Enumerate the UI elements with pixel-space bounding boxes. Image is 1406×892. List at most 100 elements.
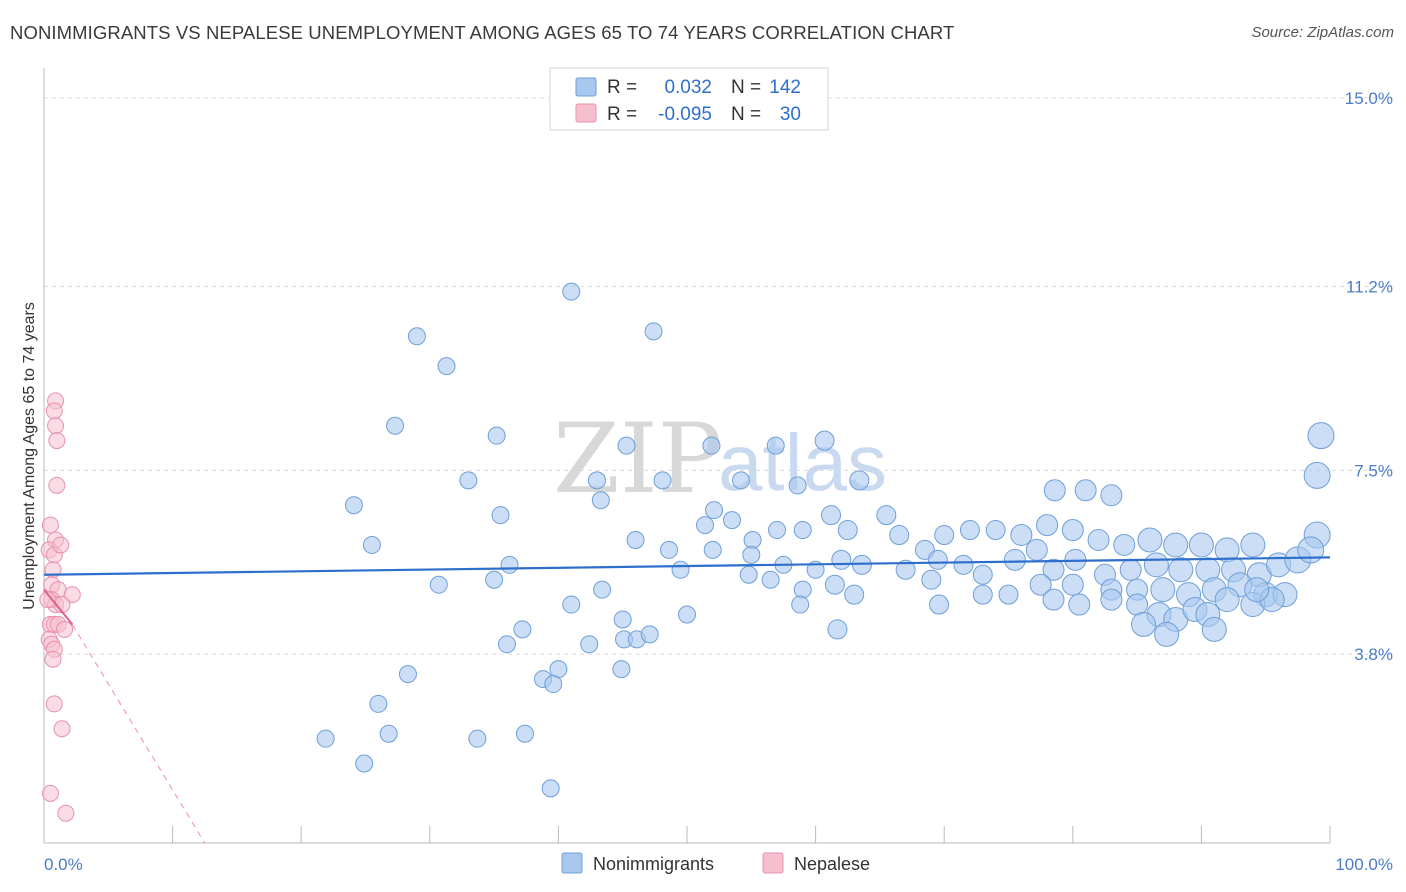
data-point-nonimmigrants <box>1029 573 1052 596</box>
data-point-nonimmigrants <box>703 540 722 559</box>
data-point-nonimmigrants <box>491 506 510 525</box>
data-point-nepalese <box>48 476 66 494</box>
bottom-legend-label-nonimmigrants: Nonimmigrants <box>593 854 714 874</box>
data-point-nonimmigrants <box>653 471 672 490</box>
data-point-nonimmigrants <box>696 516 715 535</box>
data-point-nonimmigrants <box>580 635 599 654</box>
data-point-nonimmigrants <box>468 729 487 748</box>
legend-r-value-2: -0.095 <box>658 104 712 125</box>
data-point-nepalese <box>48 432 66 450</box>
data-point-nonimmigrants <box>766 436 785 455</box>
legend-n-value-2: 30 <box>780 104 801 125</box>
data-point-nonimmigrants <box>429 575 448 594</box>
data-point-nonimmigrants <box>1068 593 1091 616</box>
data-point-nonimmigrants <box>876 505 897 526</box>
data-point-nonimmigrants <box>1131 611 1157 637</box>
data-point-nonimmigrants <box>591 491 610 510</box>
data-point-nonimmigrants <box>1240 532 1266 558</box>
data-point-nonimmigrants <box>1061 573 1084 596</box>
data-point-nonimmigrants <box>768 521 787 540</box>
data-point-nonimmigrants <box>355 754 374 773</box>
data-point-nonimmigrants <box>791 595 810 614</box>
data-point-nonimmigrants <box>824 574 845 595</box>
axes-layer <box>43 68 1331 844</box>
correlation-legend: R = 0.032 N = 142 R = -0.095 N = 30 <box>549 67 829 131</box>
data-point-nepalese <box>52 536 70 554</box>
data-point-nonimmigrants <box>659 540 678 559</box>
data-point-nonimmigrants <box>953 554 974 575</box>
legend-swatch-nepalese <box>575 103 597 123</box>
data-point-nonimmigrants <box>617 436 636 455</box>
data-point-nonimmigrants <box>487 426 506 445</box>
data-point-nonimmigrants <box>837 520 858 541</box>
data-point-nonimmigrants <box>593 580 612 599</box>
data-point-nonimmigrants <box>344 496 363 515</box>
data-point-nonimmigrants <box>1214 587 1240 613</box>
data-point-nepalese <box>47 417 65 435</box>
data-point-nonimmigrants <box>1244 577 1270 603</box>
y-tick-labels: 3.8% 7.5% 11.2% 15.0% <box>1345 89 1393 664</box>
legend-r-label-1: R = <box>607 77 637 98</box>
data-point-nonimmigrants <box>793 580 812 599</box>
data-point-nepalese <box>63 586 81 604</box>
data-point-nonimmigrants <box>849 470 870 491</box>
data-point-nonimmigrants <box>702 436 721 455</box>
data-point-nonimmigrants <box>1042 588 1065 611</box>
data-point-nonimmigrants <box>998 584 1019 605</box>
bottom-legend-swatch-nonimmigrants <box>561 852 583 874</box>
data-point-nonimmigrants <box>934 525 955 546</box>
watermark-atlas: atlas <box>718 418 887 507</box>
data-point-nonimmigrants <box>640 625 659 644</box>
data-point-nonimmigrants <box>1061 519 1084 542</box>
data-point-nonimmigrants <box>732 471 751 490</box>
data-point-nonimmigrants <box>1100 588 1123 611</box>
data-point-nonimmigrants <box>1087 528 1110 551</box>
grid-layer <box>44 97 1392 655</box>
data-point-nonimmigrants <box>1043 479 1066 502</box>
data-point-nonimmigrants <box>1042 558 1065 581</box>
y-axis-title: Unemployment Among Ages 65 to 74 years <box>21 302 38 610</box>
data-point-nonimmigrants <box>1119 558 1142 581</box>
data-point-nonimmigrants <box>788 476 807 495</box>
data-point-nonimmigrants <box>459 471 478 490</box>
series-legend: Nonimmigrants Nepalese <box>561 852 870 874</box>
bottom-legend-swatch-nepalese <box>762 852 784 874</box>
data-point-nonimmigrants <box>927 549 948 570</box>
data-point-nonimmigrants <box>316 729 335 748</box>
data-point-nepalese <box>57 804 75 822</box>
data-point-nonimmigrants <box>1010 524 1033 547</box>
chart-title: NONIMMIGRANTS VS NEPALESE UNEMPLOYMENT A… <box>10 22 955 43</box>
data-point-nonimmigrants <box>1188 532 1214 558</box>
data-point-nonimmigrants <box>827 619 848 640</box>
data-point-nonimmigrants <box>972 564 993 585</box>
data-point-nonimmigrants <box>1126 593 1149 616</box>
data-point-nonimmigrants <box>379 724 398 743</box>
data-point-nepalese <box>44 650 62 668</box>
data-point-nonimmigrants <box>895 559 916 580</box>
data-point-nonimmigrants <box>1303 461 1331 489</box>
legend-swatch-nonimmigrants <box>575 77 597 97</box>
nonimmigrants-series <box>316 282 1335 798</box>
data-point-nepalese <box>53 720 71 738</box>
y-tick-label: 15.0% <box>1345 89 1393 108</box>
data-point-nonimmigrants <box>562 282 581 301</box>
data-point-nonimmigrants <box>814 430 835 451</box>
data-point-nonimmigrants <box>806 560 825 579</box>
data-point-nonimmigrants <box>544 675 563 694</box>
nepalese-series <box>39 392 81 822</box>
trend-line-nepalese <box>43 589 74 626</box>
data-point-nonimmigrants <box>959 520 980 541</box>
data-point-nonimmigrants <box>541 779 560 798</box>
data-point-nonimmigrants <box>831 549 852 570</box>
data-point-nepalese <box>41 784 59 802</box>
data-point-nonimmigrants <box>1137 527 1163 553</box>
data-point-nepalese <box>45 402 63 420</box>
legend-n-value-1: 142 <box>769 77 801 98</box>
data-point-nonimmigrants <box>1143 552 1169 578</box>
data-point-nonimmigrants <box>1074 479 1097 502</box>
trend-line-nepalese-extrapolated <box>71 624 206 844</box>
data-point-nonimmigrants <box>921 569 942 590</box>
data-point-nonimmigrants <box>369 694 388 713</box>
legend-r-value-1: 0.032 <box>664 77 712 98</box>
